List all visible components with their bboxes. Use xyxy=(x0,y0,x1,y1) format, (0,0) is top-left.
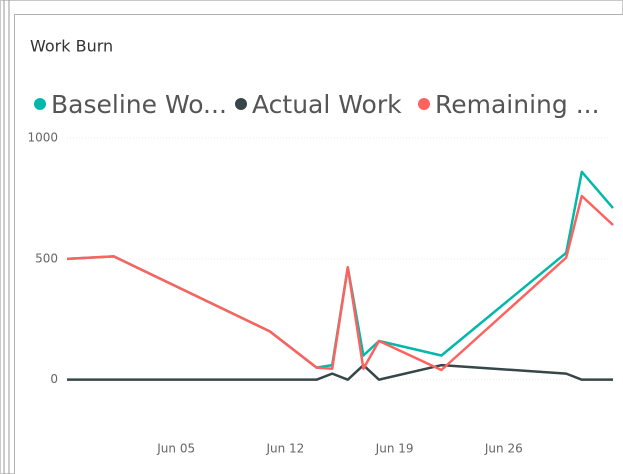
y-tick-label: 0 xyxy=(50,372,58,386)
card xyxy=(14,14,623,474)
y-tick-label: 1000 xyxy=(27,131,58,145)
x-tick-label: Jun 05 xyxy=(156,442,195,456)
legend-marker xyxy=(235,98,247,110)
x-tick-label: Jun 12 xyxy=(265,442,304,456)
y-tick-label: 500 xyxy=(35,251,58,265)
series-line xyxy=(67,363,613,381)
legend-marker xyxy=(418,98,430,110)
x-tick-label: Jun 26 xyxy=(484,442,523,456)
chart-title: Work Burn xyxy=(30,37,113,56)
series-line xyxy=(66,194,614,372)
legend-label: Actual Work xyxy=(252,90,402,119)
legend-marker xyxy=(34,98,46,110)
legend-label: Baseline Wo... xyxy=(51,90,227,119)
x-tick-label: Jun 19 xyxy=(375,442,414,456)
legend-label: Remaining ... xyxy=(435,90,600,119)
